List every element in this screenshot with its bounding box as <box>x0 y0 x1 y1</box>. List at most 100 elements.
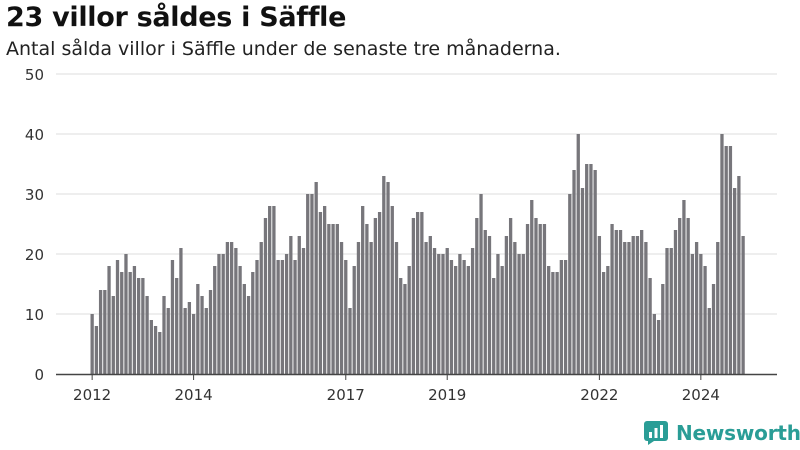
bar <box>610 224 614 374</box>
y-tick-label: 50 <box>25 66 44 84</box>
bar <box>699 254 703 374</box>
bar <box>255 260 259 374</box>
bar <box>390 206 394 374</box>
bar <box>462 260 466 374</box>
bar <box>724 146 728 374</box>
bar <box>597 236 602 374</box>
bar <box>217 254 221 374</box>
bar <box>268 206 272 374</box>
bar <box>513 242 517 374</box>
bar <box>386 182 390 374</box>
bar <box>644 242 648 374</box>
y-tick-label: 20 <box>25 246 44 264</box>
bar <box>500 266 504 374</box>
bar <box>196 284 200 374</box>
bar <box>707 308 711 374</box>
y-tick-label: 30 <box>25 186 44 204</box>
bar <box>551 272 555 374</box>
bar <box>141 278 145 374</box>
bar <box>149 320 153 374</box>
bar <box>428 236 432 374</box>
bar <box>454 266 458 374</box>
bar <box>369 242 373 374</box>
bar <box>534 218 538 374</box>
bar <box>547 266 551 374</box>
bar <box>614 230 618 374</box>
bar <box>530 200 534 374</box>
bar <box>403 284 407 374</box>
bar <box>331 224 335 374</box>
bar <box>179 248 183 374</box>
bar <box>673 230 678 374</box>
bar <box>445 248 449 374</box>
y-tick-label: 0 <box>34 366 44 384</box>
bar <box>242 284 246 374</box>
bar <box>580 188 585 374</box>
bar <box>263 218 268 374</box>
newsworthy-logo: Newsworthy <box>644 420 800 446</box>
bar <box>98 290 103 374</box>
bar <box>166 308 170 374</box>
y-tick-label: 40 <box>25 126 44 144</box>
bar <box>318 212 323 374</box>
x-tick-label: 2024 <box>682 386 720 404</box>
bar <box>656 320 661 374</box>
bar <box>407 266 411 374</box>
bar <box>382 176 386 374</box>
bar <box>606 266 610 374</box>
bar <box>132 266 137 374</box>
bar <box>280 260 285 374</box>
bar <box>120 272 124 374</box>
bar <box>487 236 492 374</box>
bar <box>733 188 737 374</box>
bar <box>246 296 251 374</box>
bar <box>661 284 665 374</box>
bar <box>521 254 525 374</box>
bar <box>508 218 513 374</box>
newsworthy-logo-icon <box>644 421 668 445</box>
x-tick-label: 2017 <box>327 386 365 404</box>
bar <box>576 134 580 374</box>
bar <box>229 242 234 374</box>
bar <box>466 266 470 374</box>
bar <box>137 278 141 374</box>
bar <box>208 290 213 374</box>
bar <box>648 278 652 374</box>
bar <box>686 218 690 374</box>
bar <box>145 296 149 374</box>
bar <box>555 272 559 374</box>
bar <box>361 206 365 374</box>
bar <box>568 194 572 374</box>
bar <box>479 194 483 374</box>
bar <box>542 224 547 374</box>
bar <box>640 230 644 374</box>
bar <box>153 326 158 374</box>
x-tick-label: 2022 <box>580 386 618 404</box>
bar <box>669 248 673 374</box>
bar <box>94 326 99 374</box>
bar <box>251 272 255 374</box>
bar <box>741 236 745 374</box>
bar <box>682 200 686 374</box>
bar <box>284 254 289 374</box>
bar <box>737 176 741 374</box>
bar <box>335 224 339 374</box>
bar <box>289 236 293 374</box>
bar <box>348 308 352 374</box>
bar <box>170 260 175 374</box>
bar <box>187 302 192 374</box>
bar <box>631 236 635 374</box>
bar <box>458 254 462 374</box>
bar <box>90 314 94 374</box>
bar <box>420 212 424 374</box>
bar <box>377 212 382 374</box>
bar <box>690 254 695 374</box>
bar <box>128 272 132 374</box>
bar <box>694 242 699 374</box>
bar <box>492 278 496 374</box>
chart-title: 23 villor såldes i Säffle <box>6 2 347 33</box>
bar <box>297 236 301 374</box>
bar <box>259 242 263 374</box>
bar <box>399 278 403 374</box>
bar <box>703 266 707 374</box>
